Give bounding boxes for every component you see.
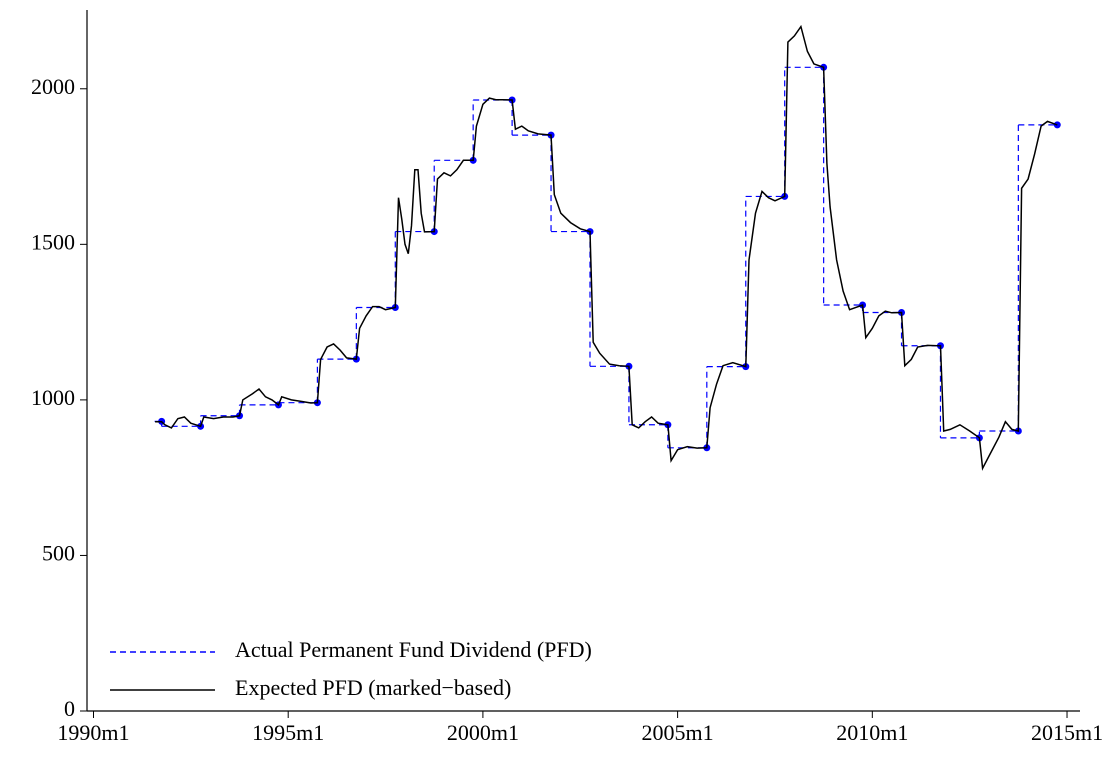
x-tick-label: 1995m1 [252, 720, 324, 745]
y-tick-label: 2000 [31, 74, 75, 99]
x-tick-label: 2005m1 [642, 720, 714, 745]
x-tick-label: 1990m1 [57, 720, 129, 745]
y-tick-label: 0 [64, 696, 75, 721]
y-tick-label: 1000 [31, 385, 75, 410]
x-tick-label: 2015m1 [1031, 720, 1103, 745]
y-tick-label: 500 [42, 540, 75, 565]
y-tick-label: 1500 [31, 229, 75, 254]
series-line [155, 24, 1058, 471]
x-tick-label: 2010m1 [836, 720, 908, 745]
legend-label: Actual Permanent Fund Dividend (PFD) [235, 637, 592, 662]
x-tick-label: 2000m1 [447, 720, 519, 745]
legend-label: Expected PFD (marked−based) [235, 675, 511, 700]
